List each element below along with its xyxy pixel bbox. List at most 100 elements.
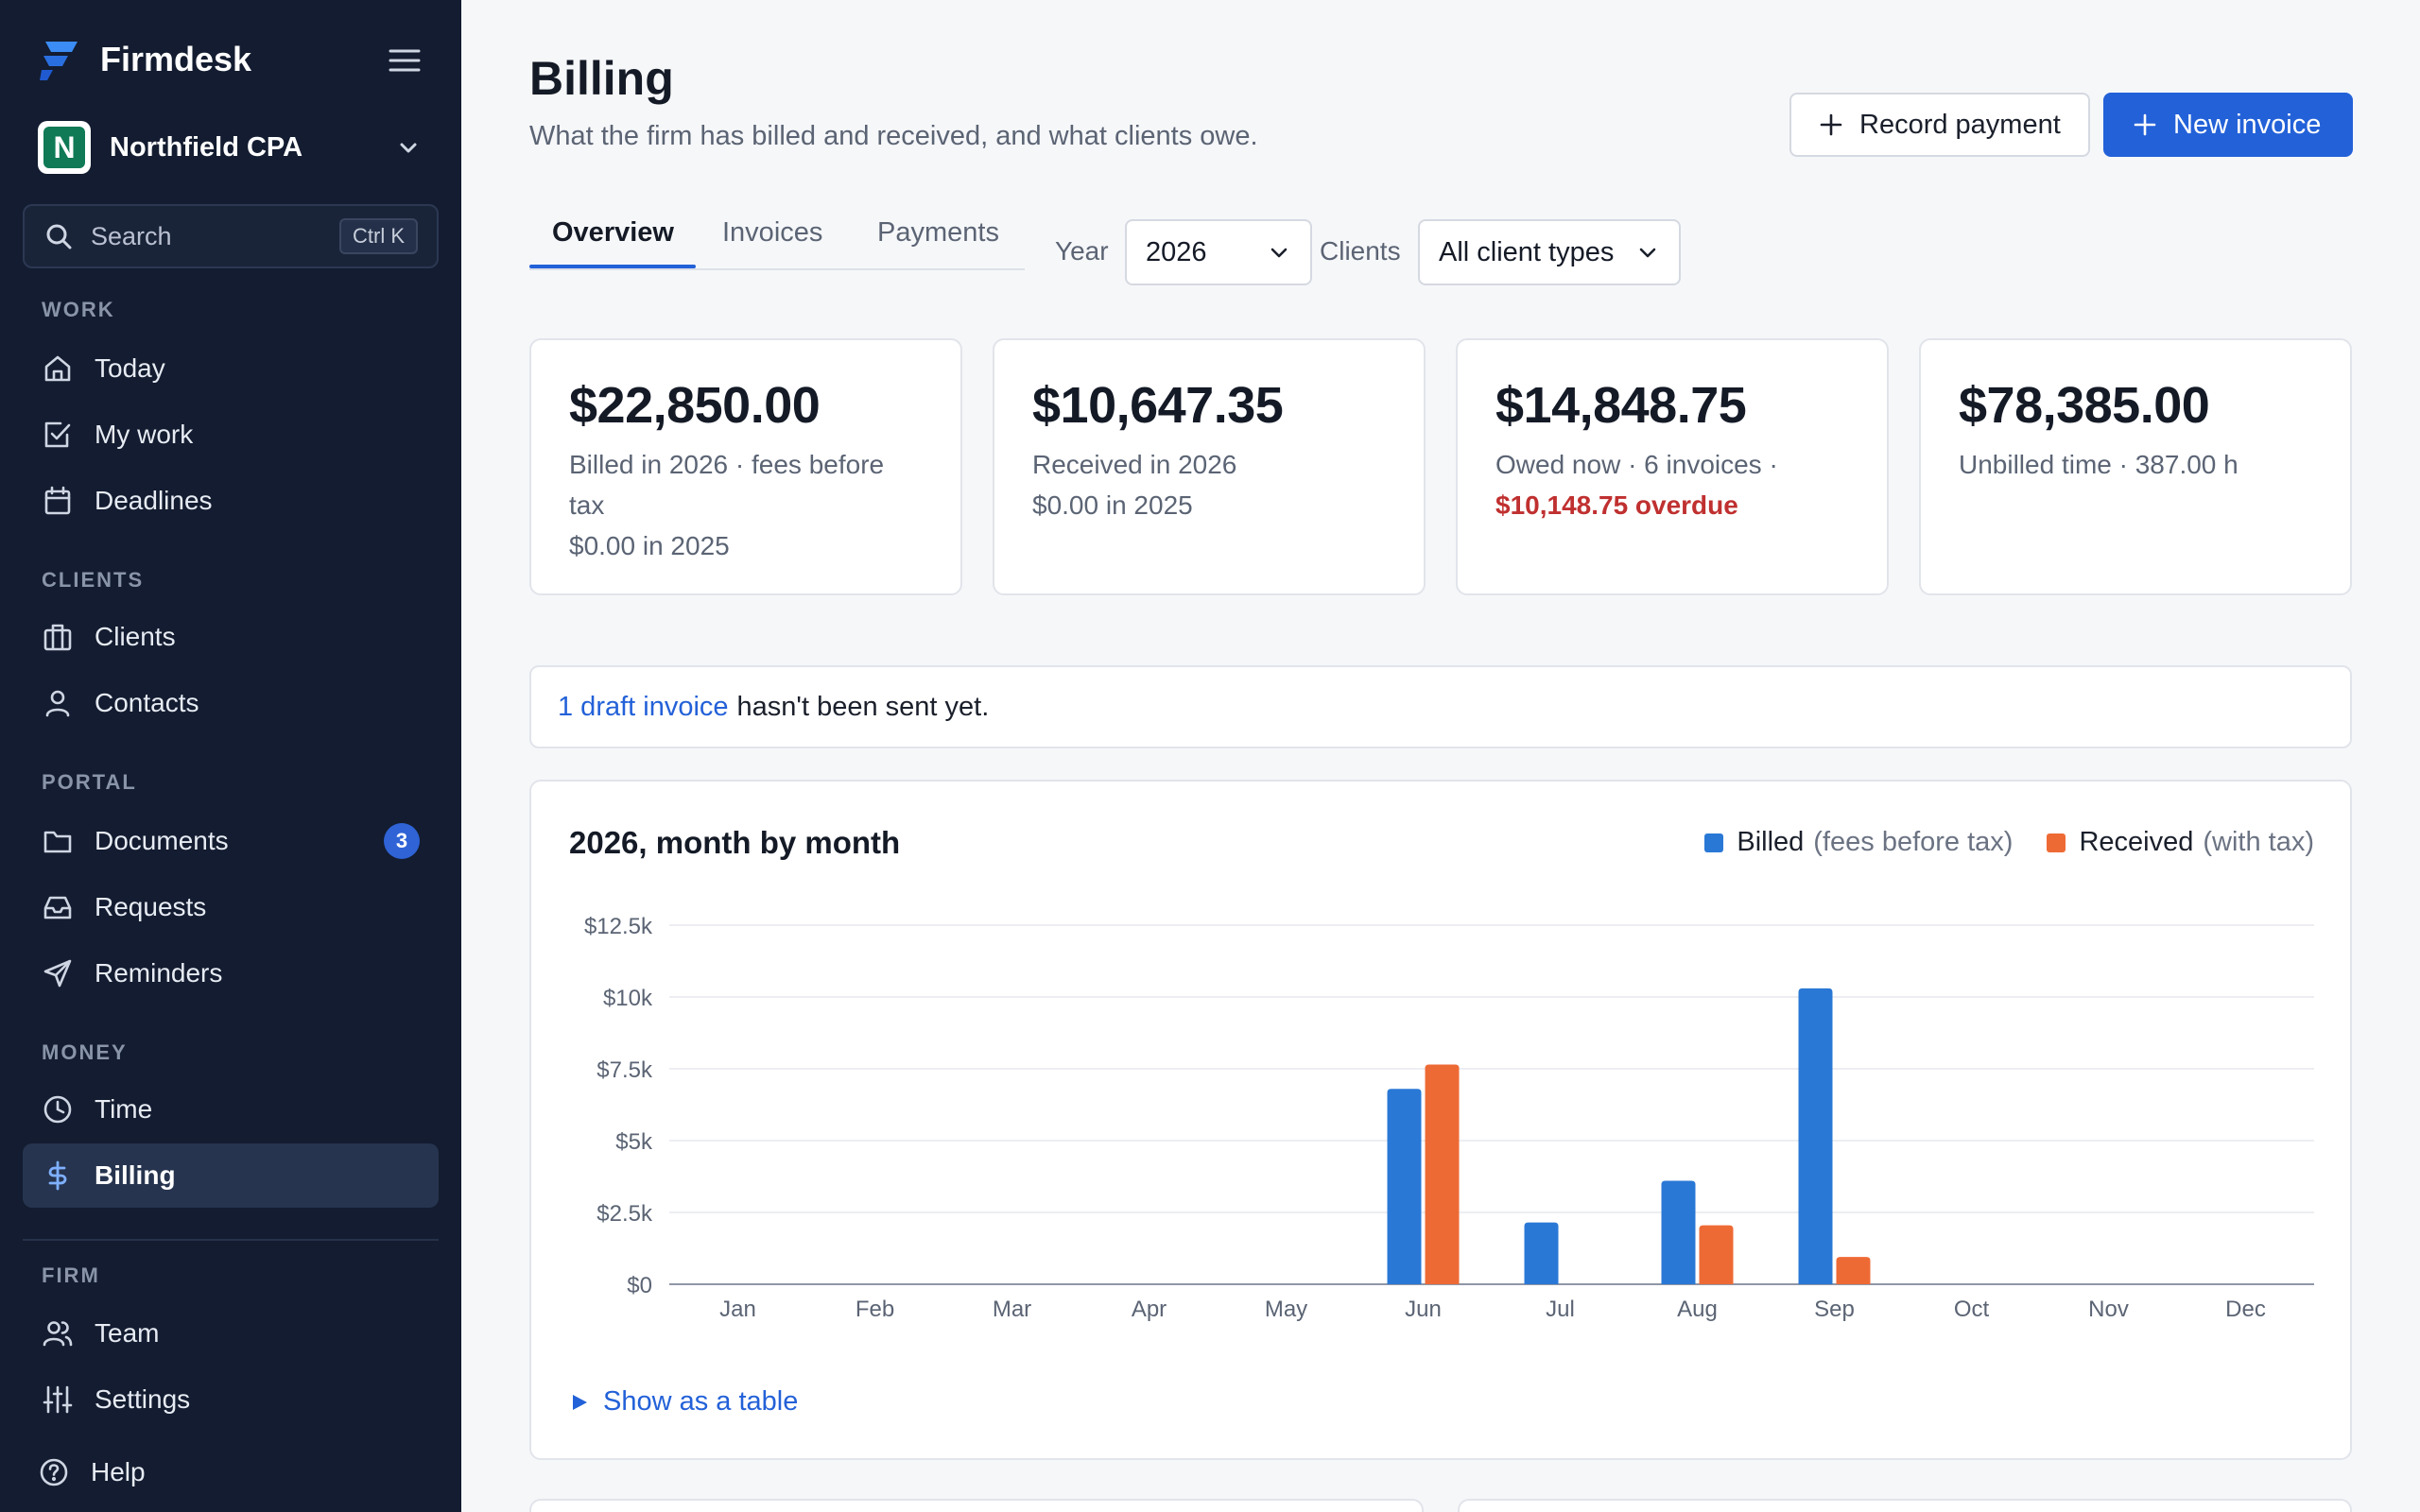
sidebar-item-documents[interactable]: Documents 3 (23, 809, 439, 873)
bar-billed-jun (1387, 1089, 1422, 1284)
sidebar-divider (23, 1239, 439, 1241)
sidebar-item-label: My work (95, 420, 194, 449)
kpi-received-card: $10,647.35 Received in 2026 $0.00 in 202… (993, 338, 1426, 595)
sidebar-item-label: Reminders (95, 958, 223, 988)
monthly-chart-card: 2026, month by month Billed (fees before… (529, 780, 2352, 1460)
clock-icon (43, 1095, 72, 1124)
sidebar-item-clients[interactable]: Clients (23, 605, 439, 669)
y-tick-label: $12.5k (584, 914, 653, 939)
nav-section-firm: FIRM (42, 1263, 100, 1287)
legend-billed-note: (fees before tax) (1813, 827, 2014, 857)
record-payment-button[interactable]: Record payment (1789, 93, 2090, 157)
nav-section-portal: PORTAL (42, 770, 137, 794)
sidebar-item-help[interactable]: Help (23, 1440, 439, 1504)
kpi-received-caption: Received in 2026 $0.00 in 2025 (1032, 444, 1386, 525)
kpi-received-line: Received in 2026 (1032, 450, 1237, 479)
tab-payments[interactable]: Payments (877, 217, 999, 248)
documents-count-badge: 3 (384, 823, 420, 859)
chart-title: 2026, month by month (569, 825, 901, 860)
y-tick-label: $0 (627, 1273, 652, 1298)
sidebar-item-settings[interactable]: Settings (23, 1367, 439, 1432)
sidebar-item-requests[interactable]: Requests (23, 875, 439, 939)
next-card-left (529, 1499, 1424, 1512)
x-tick-label: Dec (2225, 1297, 2266, 1322)
page-subtitle: What the firm has billed and received, a… (529, 121, 1258, 151)
y-tick-label: $2.5k (596, 1201, 653, 1227)
draft-invoice-link[interactable]: 1 draft invoice (558, 691, 729, 722)
sidebar-item-deadlines[interactable]: Deadlines (23, 469, 439, 533)
new-invoice-button[interactable]: New invoice (2103, 93, 2353, 157)
menu-icon[interactable] (386, 42, 424, 79)
client-type-select[interactable]: All client types (1418, 219, 1681, 285)
org-initial: N (43, 127, 85, 168)
firmdesk-logo-icon (40, 42, 78, 80)
kpi-owed-caption: Owed now · 6 invoices · $10,148.75 overd… (1495, 444, 1849, 525)
sidebar-item-label: Deadlines (95, 486, 213, 515)
x-tick-label: Jul (1546, 1297, 1575, 1322)
org-switcher[interactable]: N Northfield CPA (38, 120, 424, 175)
search-placeholder: Search (91, 221, 172, 250)
kpi-billed-value: $22,850.00 (569, 377, 821, 434)
kpi-unbilled-card: $78,385.00 Unbilled time · 387.00 h (1919, 338, 2352, 595)
kpi-owed-line: Owed now · 6 invoices · (1495, 450, 1778, 479)
chart-legend: Billed (fees before tax) Received (with … (1704, 827, 2314, 858)
sidebar-item-team[interactable]: Team (23, 1301, 439, 1366)
chevron-down-icon (1270, 248, 1288, 258)
show-as-table-toggle[interactable]: Show as a table (569, 1386, 798, 1418)
brand-name: Firmdesk (100, 40, 252, 78)
sidebar-item-billing[interactable]: Billing (23, 1143, 439, 1208)
sidebar-item-label: Requests (95, 892, 207, 921)
active-tab-indicator (529, 265, 696, 268)
record-payment-label: Record payment (1859, 109, 2061, 140)
x-tick-label: Jan (719, 1297, 756, 1322)
kpi-billed-previous: $0.00 in 2025 (569, 531, 730, 560)
x-tick-label: Mar (993, 1297, 1031, 1322)
year-select[interactable]: 2026 (1125, 219, 1312, 285)
year-select-value: 2026 (1146, 236, 1207, 267)
send-icon (43, 959, 72, 988)
sidebar-item-today[interactable]: Today (23, 336, 439, 401)
sidebar-item-label: Billing (95, 1160, 176, 1190)
brand[interactable]: Firmdesk (38, 36, 251, 83)
sidebar-item-my-work[interactable]: My work (23, 403, 439, 467)
sliders-icon (43, 1385, 73, 1414)
x-tick-label: Oct (1954, 1297, 1990, 1322)
sidebar-item-label: Clients (95, 622, 176, 651)
y-tick-label: $7.5k (596, 1057, 653, 1083)
bar-received-jun (1425, 1064, 1460, 1284)
user-icon (45, 690, 70, 717)
new-invoice-label: New invoice (2173, 109, 2322, 140)
next-card-right (1458, 1499, 2352, 1512)
legend-billed-name: Billed (1737, 827, 1805, 857)
tab-overview[interactable]: Overview (552, 217, 674, 248)
monthly-bar-chart: $0 $2.5k $5k $7.5k $10k $12.5k Jan Feb Mar Apr May… (584, 914, 2314, 1322)
calendar-icon (44, 486, 71, 515)
bar-received-aug (1699, 1225, 1734, 1284)
year-filter-label: Year (1055, 236, 1109, 266)
sidebar-item-label: Documents (95, 826, 229, 855)
sidebar-item-contacts[interactable]: Contacts (23, 671, 439, 735)
sidebar-item-time[interactable]: Time (23, 1077, 439, 1142)
home-icon (44, 355, 71, 382)
sidebar-item-label: Contacts (95, 688, 199, 717)
users-icon (43, 1321, 73, 1347)
x-tick-label: Jun (1405, 1297, 1442, 1322)
building-icon (43, 624, 72, 651)
kpi-overdue-amount[interactable]: $10,148.75 overdue (1495, 490, 1738, 520)
x-tick-label: Apr (1132, 1297, 1167, 1322)
plus-icon (1820, 113, 1842, 136)
kpi-unbilled-value: $78,385.00 (1959, 377, 2210, 434)
tab-invoices[interactable]: Invoices (722, 217, 823, 248)
nav-section-clients: CLIENTS (42, 568, 145, 592)
kpi-billed-caption: Billed in 2026 · fees before tax $0.00 i… (569, 444, 923, 566)
dollar-icon (48, 1160, 67, 1191)
x-tick-label: Sep (1814, 1297, 1855, 1322)
org-name: Northfield CPA (110, 131, 303, 163)
client-type-select-value: All client types (1439, 236, 1615, 267)
search-input[interactable]: Search Ctrl K (23, 204, 439, 268)
page-title: Billing (529, 52, 674, 105)
x-tick-label: Feb (856, 1297, 894, 1322)
sidebar-item-reminders[interactable]: Reminders (23, 941, 439, 1005)
y-tick-label: $5k (615, 1129, 653, 1155)
search-shortcut: Ctrl K (339, 218, 418, 254)
